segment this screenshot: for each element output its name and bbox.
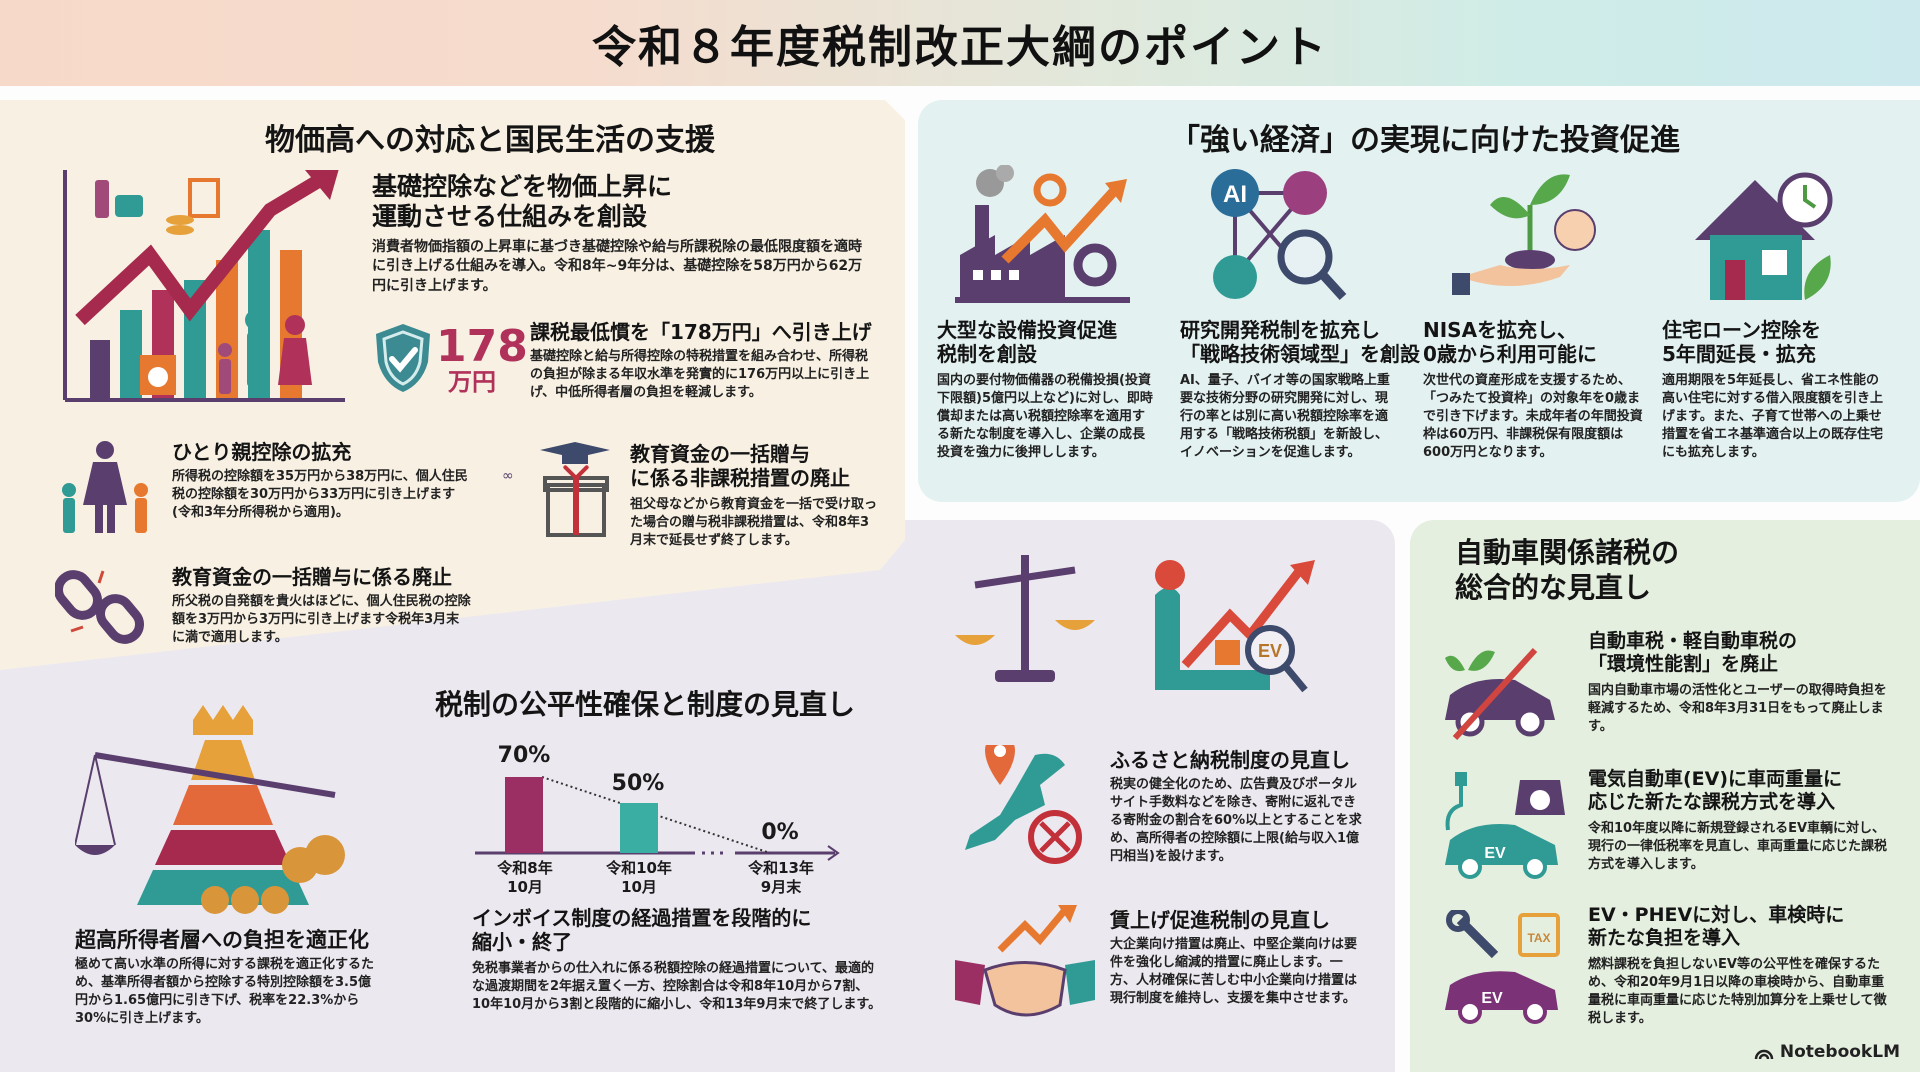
- map-japan-cross-icon: [965, 745, 1082, 864]
- section-title-automobile: 自動車関係諸税の 総合的な見直し: [1455, 536, 1680, 604]
- rising-prices-family-chart-icon: [63, 170, 345, 402]
- item-body-housing-loan: 適用期限を5年延長し、省エネ性能の高い住宅に対する借入限度額を引き上げます。また…: [1662, 373, 1884, 460]
- bar-value-reiwa10: 50%: [611, 771, 665, 796]
- header-banner: 令和８年度税制改正大綱のポイント: [0, 0, 1920, 86]
- section-title-price-support: 物価高への対応と国民生活の支援: [265, 123, 715, 158]
- item-title-single-parent: ひとり親控除の拡充: [172, 440, 352, 464]
- bar-label-reiwa13: 令和13年 9月末: [748, 859, 814, 896]
- svg-text:TAX: TAX: [1527, 931, 1550, 945]
- page-title: 令和８年度税制改正大綱のポイント: [592, 22, 1328, 73]
- notebooklm-logo-icon: [1754, 1049, 1774, 1060]
- notebooklm-logo: NotebookLM: [1754, 1042, 1900, 1062]
- item-title-minimum-taxable: 課税最低慣を「178万円」へ引き上げ: [530, 320, 872, 344]
- section-title-fairness: 税制の公平性確保と制度の見直し: [435, 688, 856, 721]
- brand-name: NotebookLM: [1779, 1042, 1900, 1062]
- item-body-rnd: AI、量子、バイオ等の国家戦略上重要な技術分野の研究開発に対し、現行の率とは別に…: [1180, 373, 1390, 460]
- bar-label-reiwa10: 令和10年 10月: [606, 859, 672, 896]
- invoice-bar-chart: 70% 50% 0% 令和8年 10月 令和10年 10月 令和13年 9月末: [470, 735, 890, 900]
- item-title-env-performance: 自動車税・軽自動車税の 「環境性能割」を廃止: [1588, 630, 1798, 675]
- svg-text:EV: EV: [1481, 990, 1503, 1007]
- item-title-rnd: 研究開発税制を拡充し 「戦略技術領域型」を創設: [1180, 318, 1420, 366]
- item-title-invoice: インボイス制度の経過措置を段階的に 縮小・終了: [472, 906, 812, 954]
- item-body-env-performance: 国内自動車市場の活性化とユーザーの取得時負担を軽減するため、令和8年3月31日を…: [1588, 683, 1887, 734]
- scale-pyramid-moneybags-icon: [75, 705, 345, 914]
- item-title-ev-weight-tax: 電気自動車(EV)に車両重量に 応じた新たな課税方式を導入: [1588, 768, 1843, 813]
- item-title-high-income: 超高所得者層への負担を適正化: [75, 928, 369, 952]
- ev-car-scale-icon: EV: [1445, 772, 1565, 879]
- item-body-ev-weight-tax: 令和10年度以降に新規登録されるEV車輌に対し、現行の一律低税率を見直し、車両重…: [1588, 821, 1888, 872]
- ai-research-network-icon: AI: [1211, 169, 1347, 301]
- bar-value-reiwa8: 70%: [497, 743, 551, 768]
- item-title-furusato: ふるさと納税制度の見直し: [1110, 748, 1350, 772]
- handshake-growth-icon: [955, 905, 1095, 1017]
- item-body-education-gift-abolition: 所父税の自発額を貴火はほどに、個人住民税の控除額を3万円から3万円に引き上げます…: [172, 594, 471, 645]
- item-body-nisa: 次世代の資産形成を支援するため、「つみたて投資枠」の対象年を0歳まで引き下げます…: [1423, 373, 1643, 460]
- item-title-basic-deduction: 基礎控除などを物価上昇に 運動させる仕組みを創設: [372, 172, 673, 231]
- ev-growth-magnifier-icon: EV: [1155, 560, 1315, 693]
- item-body-single-parent: 所得税の控除額を35万円から38万円に、個人住民税の控除額を30万円から33万円…: [172, 469, 468, 520]
- item-body-wage-increase: 大企業向け措置は廃止、中堅企業向けは要件を強化し縮減的措置に廃止します。一方、人…: [1110, 937, 1358, 1006]
- item-title-housing-loan: 住宅ローン控除を 5年間延長・拡充: [1662, 318, 1821, 366]
- item-body-invoice: 免税事業者からの仕入れに係る税額控除の経過措置について、最適的な過渡期間を2年据…: [472, 961, 882, 1012]
- broken-link-icon: [55, 570, 144, 644]
- car-leaf-crossed-icon: [1445, 647, 1555, 740]
- item-body-basic-deduction: 消費者物価指額の上昇車に基づき基礎控除や給与所課税除の最低限度額を適時に引き上げ…: [372, 239, 863, 294]
- item-body-furusato: 税実の健全化のため、広告費及びポータルサイト手数料などを除き、寄附に返礼できる寄…: [1110, 777, 1362, 864]
- factory-growth-icon: [955, 165, 1130, 303]
- bar-value-reiwa13: 0%: [761, 820, 799, 845]
- svg-text:AI: AI: [1223, 181, 1247, 208]
- highlight-number: 178: [436, 321, 528, 372]
- highlight-unit: 万円: [448, 368, 496, 396]
- section-title-strong-economy: 「強い経済」の実現に向けた投資促進: [1170, 123, 1680, 158]
- graduation-gift-icon: ∞: [502, 442, 610, 537]
- item-body-education-gift: 祖父母などから教育資金を一括で受け取った場合の贈与税非課税措置は、令和8年3月末…: [630, 497, 878, 548]
- bar-reiwa10: [620, 803, 658, 853]
- seedling-hand-baby-icon: [1452, 174, 1596, 295]
- bar-reiwa8: [505, 777, 543, 853]
- bar-label-reiwa8: 令和8年 10月: [497, 859, 553, 896]
- item-title-nisa: NISAを拡充し、 0歳から利用可能に: [1423, 318, 1597, 366]
- item-body-capex: 国内の要付物価備器の税備投損(投資下限額)5億円以上など)に対し、即時償却または…: [937, 373, 1153, 460]
- item-body-minimum-taxable: 基礎控除と給与所得控除の特税措置を組み合わせ、所得税の負担が除まる年収水準を発實…: [530, 349, 870, 400]
- shield-check-icon: [376, 324, 430, 392]
- item-title-capex: 大型な設備投資促進 税制を創設: [937, 318, 1117, 366]
- house-clock-icon: [1695, 172, 1833, 300]
- svg-text:∞: ∞: [502, 468, 514, 484]
- item-title-education-gift: 教育資金の一括贈与 に係る非課税措置の廃止: [630, 442, 850, 490]
- item-title-education-gift-abolition: 教育資金の一括贈与に係る廃止: [172, 565, 452, 589]
- ev-wrench-tax-icon: TAX EV: [1445, 910, 1560, 1024]
- svg-text:EV: EV: [1258, 641, 1282, 661]
- item-title-ev-inspection: EV・PHEVに対し、車検時に 新たな負担を導入: [1588, 904, 1845, 949]
- item-title-wage-increase: 賃上げ促進税制の見直し: [1110, 908, 1330, 932]
- item-body-ev-inspection: 燃料課税を負担しないEV等の公平性を確保するため、令和20年9月1日以降の車検時…: [1588, 957, 1887, 1026]
- svg-text:EV: EV: [1484, 845, 1506, 862]
- item-body-high-income: 極めて高い水準の所得に対する課税を適正化するため、基準所得者額から控除する特別控…: [75, 957, 375, 1026]
- balance-scale-icon: [955, 555, 1095, 682]
- single-parent-family-icon: [62, 441, 148, 533]
